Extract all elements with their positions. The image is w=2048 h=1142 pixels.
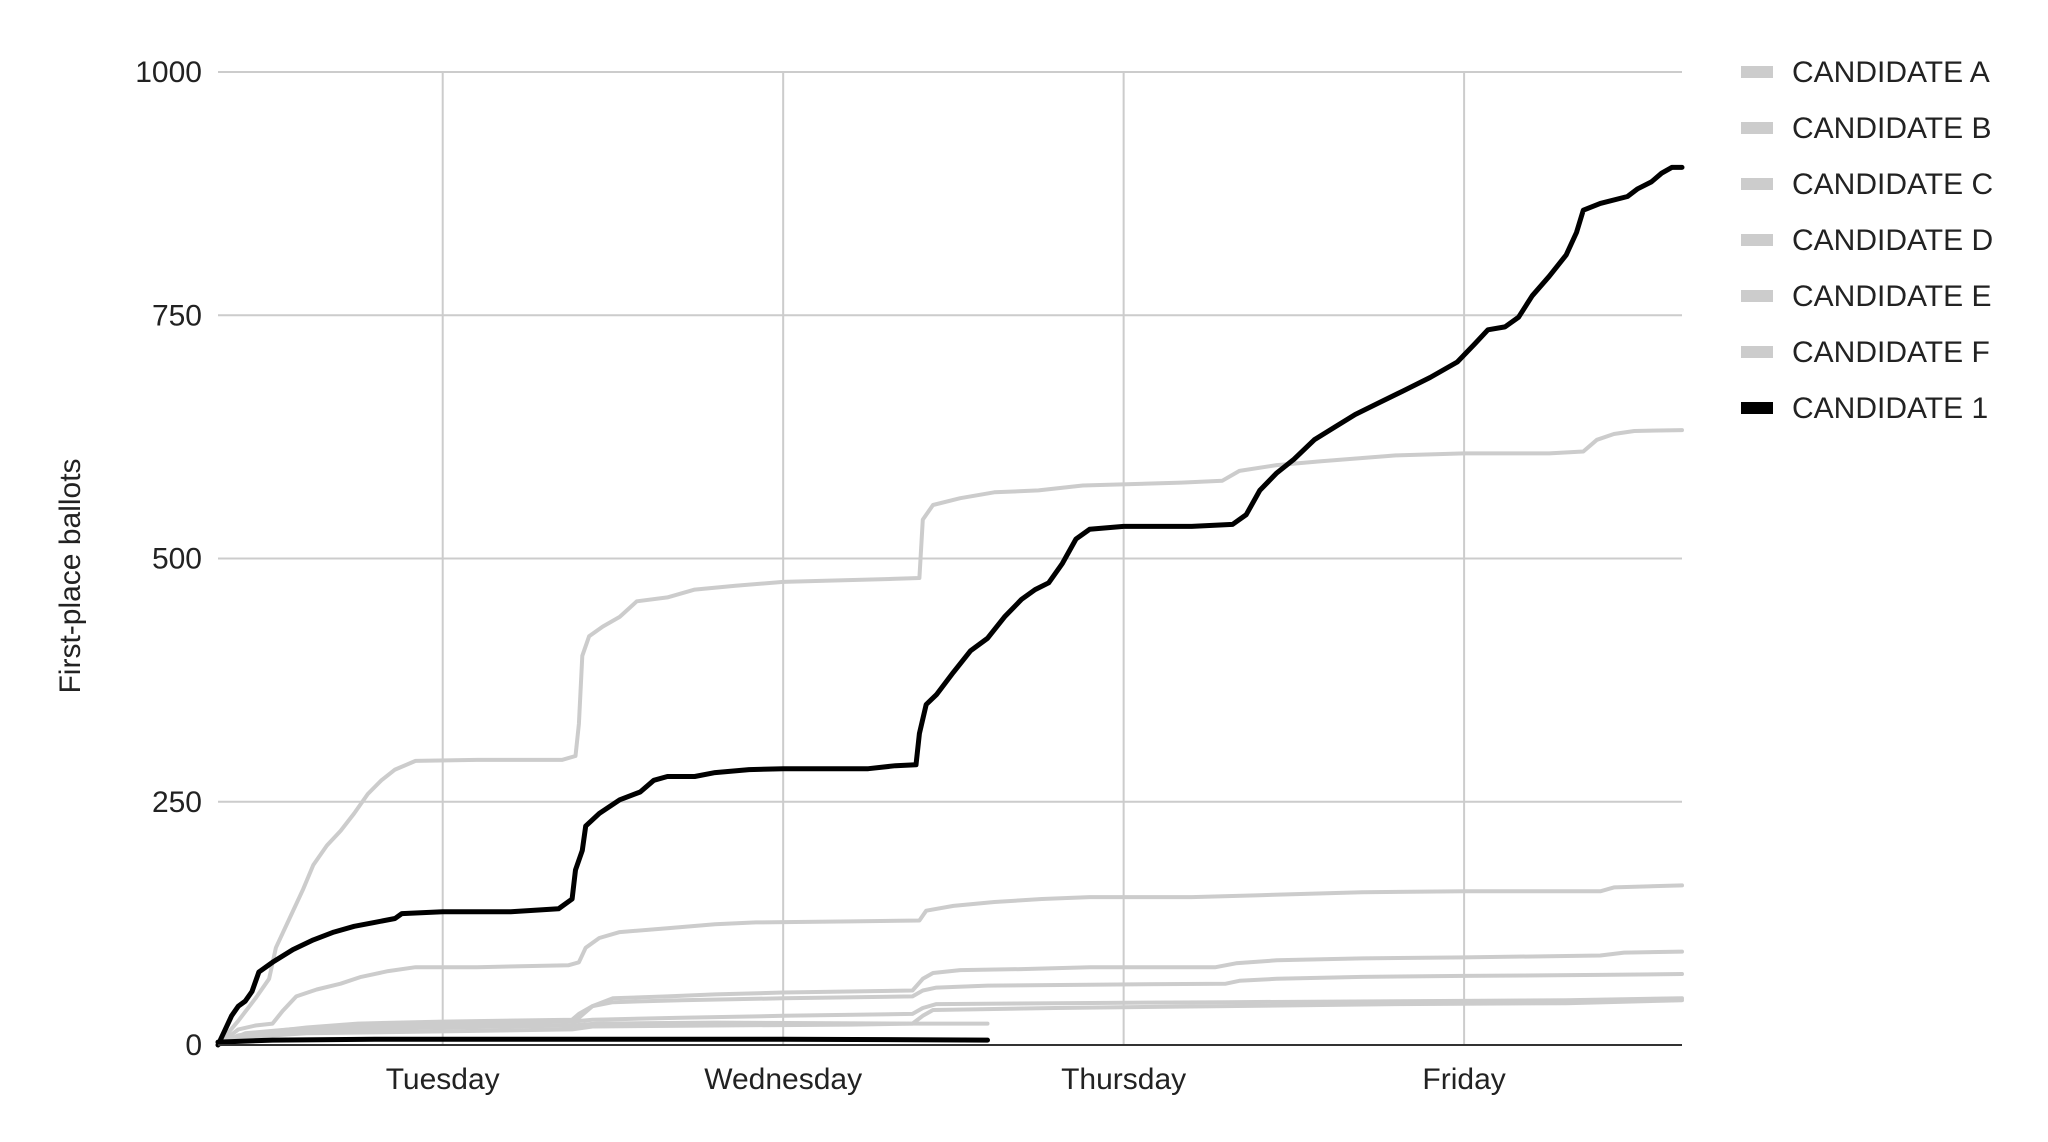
legend-item[interactable]: CANDIDATE E [1741,280,1991,313]
legend-label: CANDIDATE 1 [1792,392,1988,425]
series-layer [215,164,1685,1048]
legend-label: CANDIDATE C [1792,168,1993,201]
legend[interactable]: CANDIDATE A CANDIDATE B CANDIDATE C CANDIDA… [1741,56,1993,425]
x-tick-label: Friday [1422,1063,1505,1096]
series-line-candidate-e [216,996,1684,1047]
legend-swatch [1741,402,1773,414]
legend-label: CANDIDATE A [1792,56,1990,89]
legend-label: CANDIDATE E [1792,280,1991,313]
series-line-unlabeled [216,1020,990,1047]
y-tick-label: 500 [152,543,202,576]
y-tick-label: 250 [152,786,202,819]
y-tick-labels: 0 250 500 750 1000 [135,56,202,1062]
legend-label: CANDIDATE B [1792,112,1991,145]
x-tick-label: Thursday [1061,1063,1186,1096]
legend-swatch [1741,122,1773,134]
x-tick-labels: Tuesday Wednesday Thursday Friday [386,1063,1506,1096]
series-line-candidate-a [216,428,1684,1047]
grid [218,71,1682,1046]
y-axis-title: First-place ballots [54,458,87,693]
y-tick-label: 750 [152,299,202,332]
legend-swatch [1741,234,1773,246]
legend-swatch [1741,66,1773,78]
legend-label: CANDIDATE F [1792,336,1990,369]
series-line-candidate-b [216,883,1684,1047]
legend-item[interactable]: CANDIDATE F [1741,336,1990,369]
x-tick-label: Tuesday [386,1063,500,1096]
series-line-candidate-1 [215,164,1685,1048]
legend-swatch [1741,346,1773,358]
legend-item[interactable]: CANDIDATE B [1741,112,1991,145]
legend-item[interactable]: CANDIDATE D [1741,224,1993,257]
legend-swatch [1741,178,1773,190]
legend-item[interactable]: CANDIDATE C [1741,168,1993,201]
legend-label: CANDIDATE D [1792,224,1993,257]
y-tick-label: 1000 [135,56,202,89]
y-tick-label: 0 [185,1029,202,1062]
x-tick-label: Wednesday [704,1063,862,1096]
series-line-unlabeled [215,1036,990,1045]
legend-swatch [1741,290,1773,302]
legend-item[interactable]: CANDIDATE A [1741,56,1990,89]
legend-item[interactable]: CANDIDATE 1 [1741,392,1988,425]
